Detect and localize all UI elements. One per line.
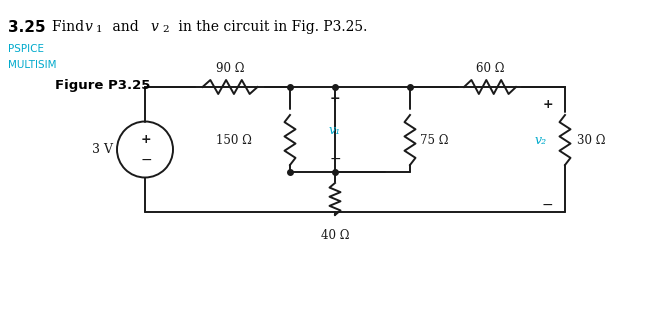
Text: PSPICE: PSPICE <box>8 44 44 54</box>
Text: 90 Ω: 90 Ω <box>216 62 244 75</box>
Text: 150 Ω: 150 Ω <box>216 133 252 146</box>
Text: 1: 1 <box>96 25 103 34</box>
Text: v: v <box>150 20 158 34</box>
Text: 30 Ω: 30 Ω <box>577 133 605 146</box>
Text: 2: 2 <box>162 25 169 34</box>
Text: Figure P3.25: Figure P3.25 <box>55 79 151 92</box>
Text: 60 Ω: 60 Ω <box>475 62 505 75</box>
Text: v₁: v₁ <box>329 124 341 137</box>
Text: 3 V: 3 V <box>92 143 113 156</box>
Text: Find: Find <box>52 20 89 34</box>
Text: in the circuit in Fig. P3.25.: in the circuit in Fig. P3.25. <box>174 20 368 34</box>
Text: −: − <box>541 198 553 212</box>
Text: v₂: v₂ <box>535 133 547 146</box>
Text: 75 Ω: 75 Ω <box>420 133 448 146</box>
Text: +: + <box>543 98 553 111</box>
Text: +: + <box>141 133 151 146</box>
Text: and: and <box>108 20 143 34</box>
Text: MULTISIM: MULTISIM <box>8 60 56 70</box>
Text: −: − <box>329 152 341 166</box>
Text: −: − <box>140 152 152 166</box>
Text: +: + <box>329 93 340 106</box>
Text: 3.25: 3.25 <box>8 20 46 35</box>
Text: 40 Ω: 40 Ω <box>321 229 349 242</box>
Text: v: v <box>84 20 92 34</box>
